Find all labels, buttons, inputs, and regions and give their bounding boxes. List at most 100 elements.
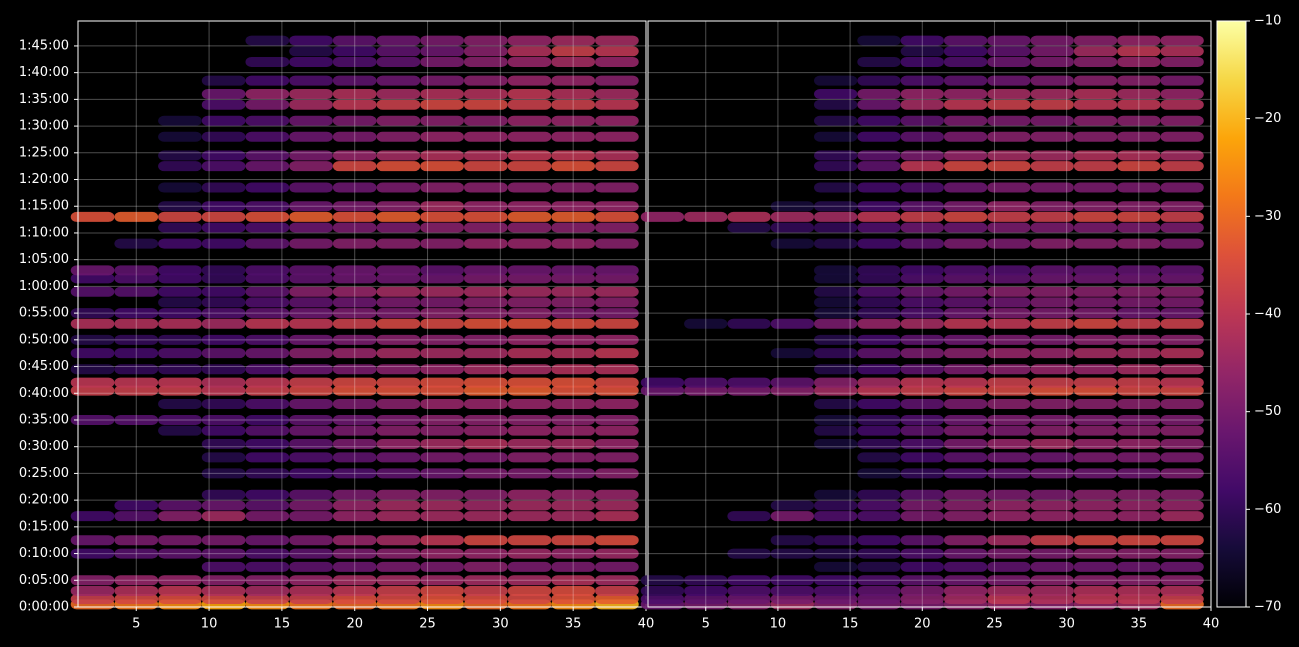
heat-cell <box>1030 89 1074 100</box>
heat-cell <box>332 425 377 436</box>
heat-cell <box>1073 182 1118 193</box>
heat-cell <box>900 348 944 359</box>
heat-cell <box>201 575 246 586</box>
heat-cell <box>289 425 333 436</box>
heat-cell <box>943 489 988 500</box>
heat-cell <box>420 35 464 46</box>
heat-cell <box>114 318 159 329</box>
heat-cell <box>987 56 1031 67</box>
heat-cell <box>376 425 421 436</box>
heat-cell <box>1160 575 1204 586</box>
heat-cell <box>987 575 1031 586</box>
heat-cell <box>70 511 115 522</box>
heat-cell <box>376 511 421 522</box>
heat-cell <box>857 150 901 161</box>
heat-cell <box>987 222 1031 233</box>
heat-cell <box>332 99 377 110</box>
heat-cell <box>595 211 639 222</box>
heat-cell <box>1117 593 1161 604</box>
heat-cell <box>507 182 552 193</box>
heat-cell <box>1073 150 1118 161</box>
heat-cell <box>900 131 944 142</box>
heat-cell <box>1117 273 1161 284</box>
heat-cell <box>245 131 290 142</box>
heat-cell <box>595 115 639 126</box>
heat-cell <box>332 548 377 559</box>
heat-cell <box>463 201 508 212</box>
heat-cell <box>376 265 421 276</box>
heat-cell <box>420 75 464 86</box>
heat-cell <box>987 414 1031 425</box>
heat-cell <box>114 500 159 511</box>
heat-cell <box>684 318 728 329</box>
heat-cell <box>1117 452 1161 463</box>
heat-cell <box>420 548 464 559</box>
heat-cell <box>376 238 421 249</box>
heat-cell <box>551 46 596 57</box>
heat-cell <box>551 439 596 450</box>
heat-cell <box>1030 398 1074 409</box>
heat-cell <box>551 308 596 319</box>
heat-cell <box>595 575 639 586</box>
heat-cell <box>814 161 858 172</box>
heat-cell <box>900 273 944 284</box>
heat-cell <box>900 89 944 100</box>
heat-cell <box>158 385 202 396</box>
heat-cell <box>332 46 377 57</box>
heat-cell <box>814 348 858 359</box>
heat-cell <box>943 161 988 172</box>
heat-cell <box>1030 115 1074 126</box>
heat-cell <box>770 348 815 359</box>
heat-cell <box>463 575 508 586</box>
heat-cell <box>987 334 1031 345</box>
heat-cell <box>158 201 202 212</box>
heat-cell <box>332 535 377 546</box>
heat-cell <box>463 318 508 329</box>
x-tick-label: 20 <box>914 617 931 632</box>
heat-cell <box>201 439 246 450</box>
axes-frame <box>647 20 1212 608</box>
heat-cell <box>507 535 552 546</box>
heat-cell <box>1160 273 1204 284</box>
heat-cell <box>201 385 246 396</box>
heat-cell <box>1030 348 1074 359</box>
heat-cell <box>289 222 333 233</box>
heat-cell <box>814 593 858 604</box>
heat-cell <box>507 575 552 586</box>
heat-cell <box>727 211 771 222</box>
heat-cell <box>507 201 552 212</box>
heat-cell <box>420 575 464 586</box>
heat-cell <box>507 489 552 500</box>
heat-cell <box>1117 398 1161 409</box>
heat-cell <box>507 89 552 100</box>
heat-cell <box>551 414 596 425</box>
heat-cell <box>158 414 202 425</box>
heat-cell <box>595 265 639 276</box>
heat-cell <box>1160 89 1204 100</box>
heat-cell <box>1073 414 1118 425</box>
heat-cell <box>987 46 1031 57</box>
heat-cell <box>245 161 290 172</box>
heat-cell <box>727 385 771 396</box>
heat-cell <box>1073 308 1118 319</box>
heat-cell <box>943 115 988 126</box>
heat-cell <box>507 46 552 57</box>
heat-cell <box>857 182 901 193</box>
x-tick-label: 35 <box>565 617 582 632</box>
heat-cell <box>70 273 115 284</box>
heat-cell <box>1030 452 1074 463</box>
heat-cell <box>332 414 377 425</box>
heat-cell <box>158 131 202 142</box>
heat-cell <box>1030 286 1074 297</box>
heat-cell <box>640 575 685 586</box>
heat-cell <box>289 489 333 500</box>
heat-cell <box>987 318 1031 329</box>
heat-cell <box>943 75 988 86</box>
heat-cell <box>1073 489 1118 500</box>
heat-cell <box>770 593 815 604</box>
heat-cell <box>420 452 464 463</box>
heat-cell <box>332 265 377 276</box>
heat-cell <box>814 99 858 110</box>
heat-cell <box>727 511 771 522</box>
heat-cell <box>595 273 639 284</box>
